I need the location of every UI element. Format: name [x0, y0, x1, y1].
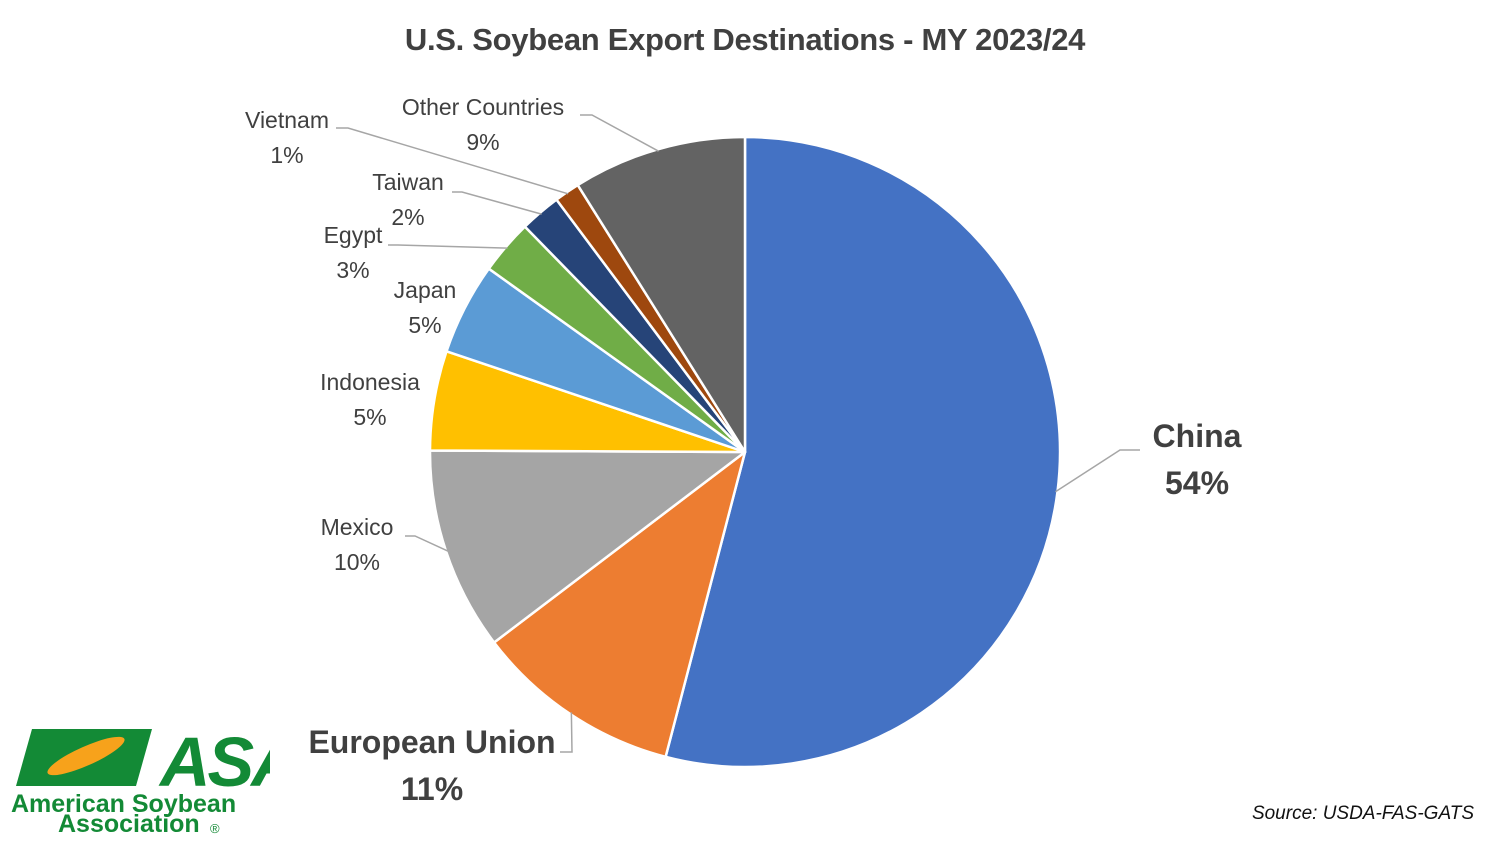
slice-value-japan: 5%: [408, 312, 441, 338]
slice-label-egypt: Egypt: [324, 222, 383, 248]
leader-line-other-countries: [580, 114, 659, 152]
leader-line-vietnam: [336, 127, 569, 195]
slice-label-taiwan: Taiwan: [372, 169, 444, 195]
asa-logo-line1: American Soybean: [11, 790, 236, 818]
slice-value-european-union: 11%: [401, 771, 463, 807]
slice-label-other-countries: Other Countries: [402, 94, 564, 120]
asa-logo-registered: ®: [210, 821, 220, 834]
pie-slice-other-countries: [576, 135, 747, 454]
leader-line-mexico: [405, 535, 449, 552]
asa-logo-line2: Association: [58, 810, 200, 834]
slice-label-japan: Japan: [394, 277, 457, 303]
slice-label-china: China: [1153, 418, 1242, 454]
slice-value-other-countries: 9%: [466, 129, 499, 155]
slice-value-mexico: 10%: [334, 549, 380, 575]
slice-value-vietnam: 1%: [270, 142, 303, 168]
asa-logo: ASA American Soybean Association ®: [10, 722, 302, 838]
pie-slice-european-union: [492, 450, 747, 759]
slice-label-vietnam: Vietnam: [245, 107, 329, 133]
slice-value-egypt: 3%: [336, 257, 369, 283]
slice-value-china: 54%: [1165, 465, 1229, 501]
leader-line-european-union: [560, 712, 573, 753]
pie-slice-mexico: [428, 449, 747, 644]
slice-label-european-union: European Union: [308, 724, 555, 760]
leader-line-china: [1055, 449, 1140, 493]
slice-value-indonesia: 5%: [353, 404, 386, 430]
slice-value-taiwan: 2%: [391, 204, 424, 230]
chart-title: U.S. Soybean Export Destinations - MY 20…: [404, 22, 1086, 57]
asa-logo-bean-icon: [47, 736, 125, 776]
slice-label-indonesia: Indonesia: [320, 369, 420, 395]
leader-line-taiwan: [452, 191, 542, 215]
source-note: Source: USDA-FAS-GATS: [1251, 803, 1474, 824]
pie-slice-china: [664, 135, 1062, 769]
leader-line-egypt: [388, 244, 508, 249]
slice-label-mexico: Mexico: [321, 514, 394, 540]
